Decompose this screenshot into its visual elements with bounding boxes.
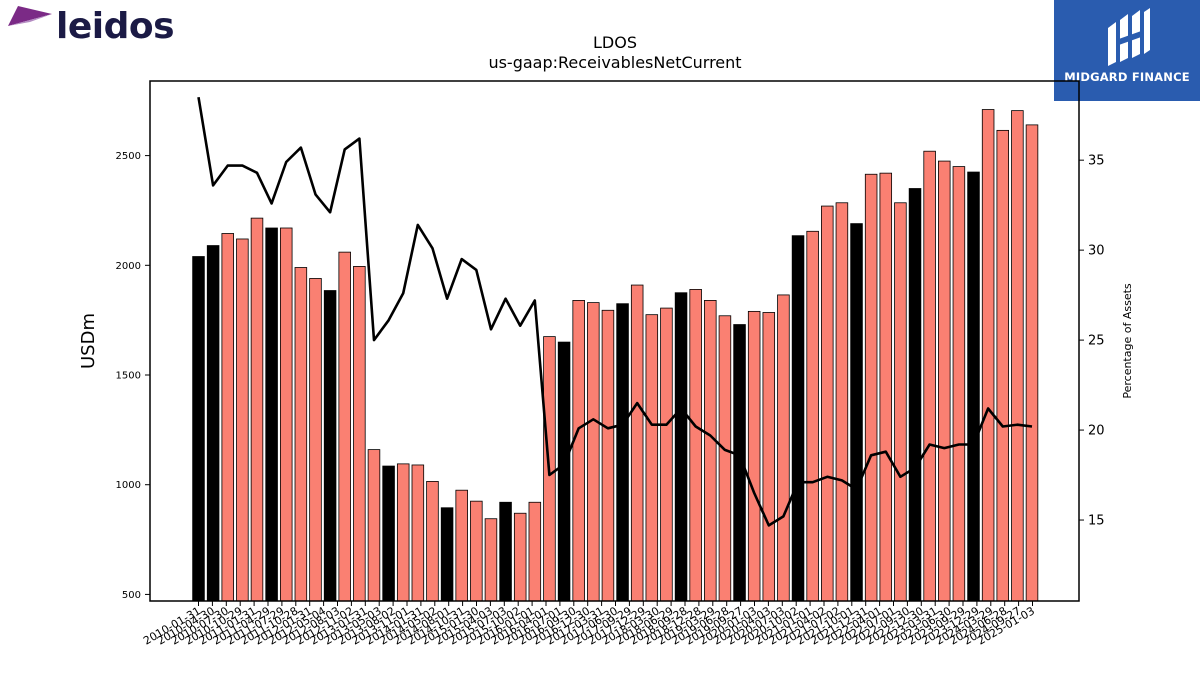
bar — [470, 500, 483, 602]
y-tick-label: 1000 — [116, 480, 141, 491]
bar — [440, 507, 454, 602]
y-axis-label: USDm — [78, 313, 99, 369]
y2-tick-label: 15 — [1088, 514, 1105, 529]
leidos-logo-mark — [8, 6, 52, 26]
bar — [265, 227, 278, 602]
bar — [279, 227, 293, 602]
bar — [689, 289, 702, 602]
bar — [879, 172, 893, 602]
bar — [938, 160, 951, 602]
plot-frame — [149, 80, 1080, 602]
bar — [353, 266, 366, 602]
leidos-logo-text: leidos — [56, 6, 175, 47]
bar — [821, 205, 834, 602]
bar — [616, 303, 629, 602]
bar — [250, 217, 264, 602]
bar — [1025, 124, 1039, 602]
bar — [192, 256, 205, 602]
bar — [294, 267, 308, 602]
bar — [426, 481, 439, 602]
right-axis-ticks: 15 20 25 30 35 — [1079, 154, 1105, 529]
left-axis-ticks: 500 1000 1500 2000 2500 — [116, 151, 150, 601]
y2-axis-label: Percentage of Assets — [1121, 283, 1134, 399]
y2-tick-label: 35 — [1088, 154, 1105, 169]
bar — [762, 312, 776, 602]
y-tick-label: 1500 — [116, 371, 141, 382]
bar — [660, 307, 673, 602]
bar — [557, 341, 571, 602]
midgard-logo-mark — [1108, 8, 1150, 66]
bar — [747, 310, 761, 602]
y2-tick-label: 20 — [1088, 424, 1105, 439]
bar — [777, 294, 790, 602]
bar — [806, 230, 819, 602]
bar — [513, 512, 527, 602]
y-tick-label: 2000 — [116, 261, 141, 272]
chart-subtitle: us-gaap:ReceivablesNetCurrent — [488, 53, 741, 72]
bar — [309, 278, 322, 602]
bar — [996, 129, 1010, 602]
bar — [1011, 110, 1024, 602]
bar — [864, 173, 878, 602]
bar — [908, 188, 922, 602]
bar — [952, 166, 966, 602]
bar — [323, 290, 337, 602]
bar — [645, 314, 659, 602]
bar — [221, 233, 234, 602]
x-axis-ticks: 2010-01-312010-04-302010-07-302010-10-29… — [141, 601, 1037, 648]
bar — [601, 309, 615, 602]
bar — [367, 449, 381, 602]
bar — [923, 150, 936, 602]
percentage-line — [197, 96, 1033, 527]
bar — [236, 238, 249, 602]
bar — [981, 109, 995, 602]
bar — [499, 501, 512, 602]
bar — [835, 202, 849, 602]
y-tick-label: 500 — [122, 590, 141, 601]
bar — [894, 202, 907, 602]
y-tick-label: 2500 — [116, 151, 141, 162]
bar — [206, 245, 220, 602]
bar — [704, 300, 717, 602]
bar — [572, 300, 585, 602]
bar — [630, 284, 644, 602]
bar — [791, 235, 805, 602]
bar — [674, 292, 688, 602]
bar-series — [192, 109, 1039, 602]
bar — [484, 518, 498, 602]
bar — [528, 501, 542, 602]
y2-tick-label: 25 — [1088, 334, 1105, 349]
bar — [338, 251, 351, 602]
bar — [396, 463, 410, 602]
bar — [455, 489, 468, 602]
chart-title: LDOS — [593, 33, 637, 52]
bar — [382, 465, 395, 602]
y2-tick-label: 30 — [1088, 244, 1105, 259]
bar — [411, 464, 425, 602]
bar — [850, 223, 863, 602]
bar — [967, 171, 980, 602]
bar — [587, 302, 600, 602]
midgard-logo-text: MIDGARD FINANCE — [1064, 70, 1190, 84]
leidos-logo: leidos — [6, 4, 176, 54]
bar — [718, 315, 732, 602]
